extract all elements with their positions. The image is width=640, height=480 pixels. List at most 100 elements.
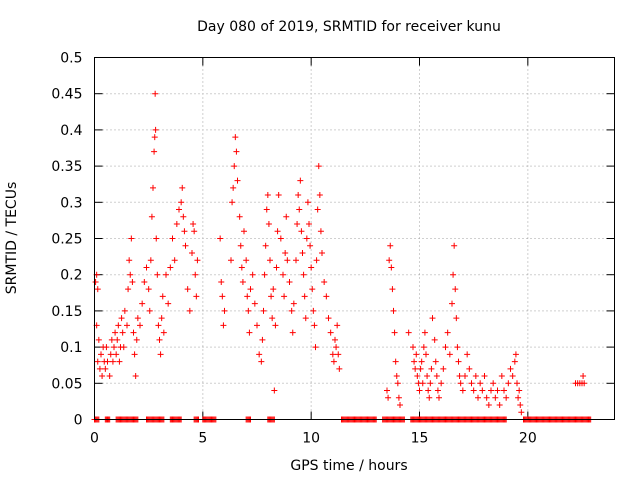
- data-point: [256, 351, 263, 358]
- data-point: [429, 315, 436, 322]
- data-point: [269, 315, 276, 322]
- data-point: [412, 365, 419, 372]
- data-point: [160, 329, 167, 336]
- data-point: [246, 329, 253, 336]
- data-point: [517, 402, 524, 409]
- data-point: [127, 271, 134, 278]
- data-point: [466, 365, 473, 372]
- data-point: [432, 358, 439, 365]
- data-point: [182, 242, 189, 249]
- data-point: [470, 387, 477, 394]
- data-point: [395, 394, 402, 401]
- data-point: [475, 394, 481, 401]
- data-point: [505, 380, 512, 387]
- data-point: [98, 351, 104, 358]
- data-point: [431, 336, 438, 343]
- data-point: [124, 322, 130, 329]
- data-point: [128, 235, 135, 242]
- data-point: [310, 307, 317, 314]
- data-point: [509, 373, 516, 380]
- data-point: [410, 344, 416, 351]
- data-point: [104, 358, 111, 365]
- data-point: [477, 380, 484, 387]
- data-point: [518, 409, 525, 416]
- data-point: [425, 387, 432, 394]
- data-point: [112, 329, 119, 336]
- data-point: [421, 329, 428, 336]
- data-point: [449, 300, 455, 307]
- data-point: [258, 358, 265, 365]
- data-point: [219, 293, 226, 300]
- data-point: [303, 235, 310, 242]
- data-point: [394, 380, 401, 387]
- data-point: [507, 365, 514, 372]
- data-point: [189, 249, 195, 256]
- chart-title: Day 080 of 2019, SRMTID for receiver kun…: [197, 19, 501, 35]
- data-point: [290, 300, 297, 307]
- x-tick-label: 20: [519, 431, 537, 447]
- data-point: [317, 228, 324, 235]
- data-point: [220, 322, 227, 329]
- data-point: [238, 264, 245, 271]
- data-point: [243, 257, 250, 264]
- data-point: [516, 387, 523, 394]
- y-axis-label: SRMTID / TECUs: [4, 182, 20, 295]
- x-tick-label: 5: [198, 431, 207, 447]
- data-point: [151, 134, 158, 141]
- data-point: [417, 365, 424, 372]
- data-point: [316, 192, 323, 199]
- data-point: [333, 344, 340, 351]
- data-point: [230, 184, 237, 191]
- data-point: [306, 221, 312, 228]
- data-point: [282, 249, 289, 256]
- data-point: [444, 329, 451, 336]
- x-tick-label: 10: [302, 431, 320, 447]
- data-point: [330, 358, 337, 365]
- y-tick-label: 0.5: [60, 51, 82, 67]
- data-point: [233, 148, 240, 155]
- data-point: [580, 373, 587, 380]
- data-point: [99, 373, 106, 380]
- data-point: [413, 351, 420, 358]
- data-point: [321, 278, 328, 285]
- data-point: [433, 373, 440, 380]
- y-tick-label: 0.15: [51, 304, 82, 320]
- data-point: [581, 380, 588, 387]
- data-point: [336, 365, 343, 372]
- data-point: [388, 264, 395, 271]
- data-point: [273, 264, 280, 271]
- data-point: [192, 271, 199, 278]
- data-point: [236, 213, 243, 220]
- y-tick-label: 0.25: [51, 232, 82, 248]
- data-point: [126, 257, 133, 264]
- data-point: [239, 278, 246, 285]
- data-point: [462, 373, 468, 380]
- data-point: [472, 373, 479, 380]
- data-point: [427, 380, 434, 387]
- data-point: [387, 242, 394, 249]
- data-point: [190, 221, 197, 228]
- data-point: [262, 242, 269, 249]
- data-point: [286, 278, 293, 285]
- data-point: [453, 315, 460, 322]
- data-point: [143, 264, 150, 271]
- data-point: [416, 387, 423, 394]
- data-point: [492, 394, 499, 401]
- data-point: [455, 358, 462, 365]
- data-point: [157, 351, 164, 358]
- data-point: [251, 300, 258, 307]
- data-point: [418, 358, 425, 365]
- data-point: [414, 373, 421, 380]
- data-point: [153, 235, 160, 242]
- y-tick-label: 0: [74, 413, 83, 429]
- data-point: [302, 315, 309, 322]
- data-point: [450, 271, 457, 278]
- data-point: [514, 380, 520, 387]
- y-tick-label: 0.3: [60, 195, 82, 211]
- data-point: [114, 336, 121, 343]
- data-point: [163, 271, 169, 278]
- data-point: [393, 373, 400, 380]
- data-point: [405, 329, 412, 336]
- data-point: [259, 336, 266, 343]
